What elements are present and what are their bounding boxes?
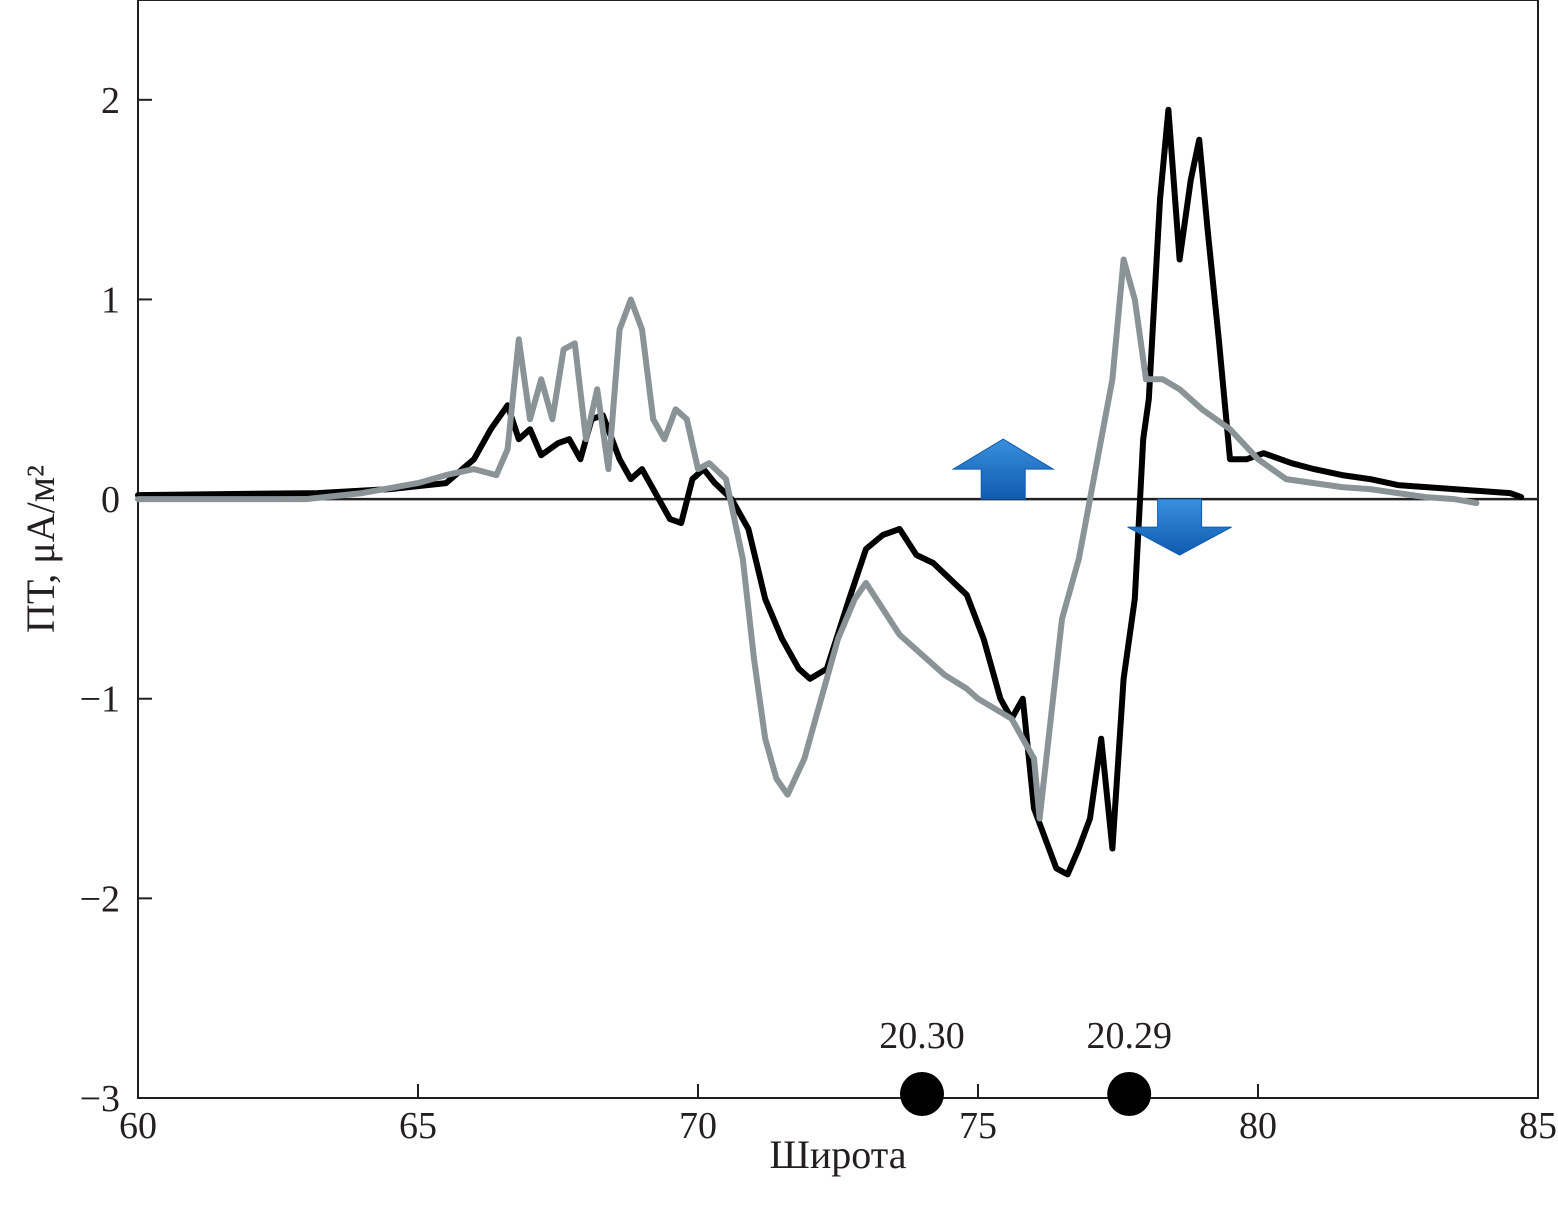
time-marker-label: 20.29 <box>1086 1015 1172 1057</box>
y-tick-label: 1 <box>101 279 120 321</box>
time-marker-label: 20.30 <box>879 1015 965 1057</box>
arrow-up-icon <box>951 438 1056 500</box>
y-tick-label: −3 <box>80 1078 120 1120</box>
arrow-layer <box>951 438 1232 556</box>
series-line-2 <box>135 256 1480 822</box>
x-tick-label: 75 <box>959 1105 997 1147</box>
axis-tick-labels: 60 65 70 75 80 85 2 1 0 −1 −2 −3 <box>80 80 1557 1147</box>
series-line-1 <box>135 106 1525 878</box>
series-layer <box>135 106 1525 878</box>
y-tick-label: 0 <box>101 479 120 521</box>
x-axis-title: Широта <box>770 1132 907 1177</box>
time-marker-dot <box>1107 1072 1152 1116</box>
x-tick-label: 60 <box>119 1105 157 1147</box>
axis-ticks <box>137 98 1539 1099</box>
y-axis-title: ПТ, μА/м² <box>18 465 63 633</box>
x-tick-label: 65 <box>399 1105 437 1147</box>
plot-frame <box>137 0 1539 1099</box>
x-tick-label: 85 <box>1519 1105 1557 1147</box>
y-tick-label: −1 <box>80 679 120 721</box>
y-tick-label: 2 <box>101 80 120 122</box>
time-marker-dot <box>900 1072 944 1116</box>
marker-layer: 20.30 20.29 <box>879 1015 1172 1116</box>
x-tick-label: 80 <box>1239 1105 1277 1147</box>
x-tick-label: 70 <box>679 1105 717 1147</box>
arrow-down-icon <box>1127 498 1232 556</box>
y-tick-label: −2 <box>80 878 120 920</box>
